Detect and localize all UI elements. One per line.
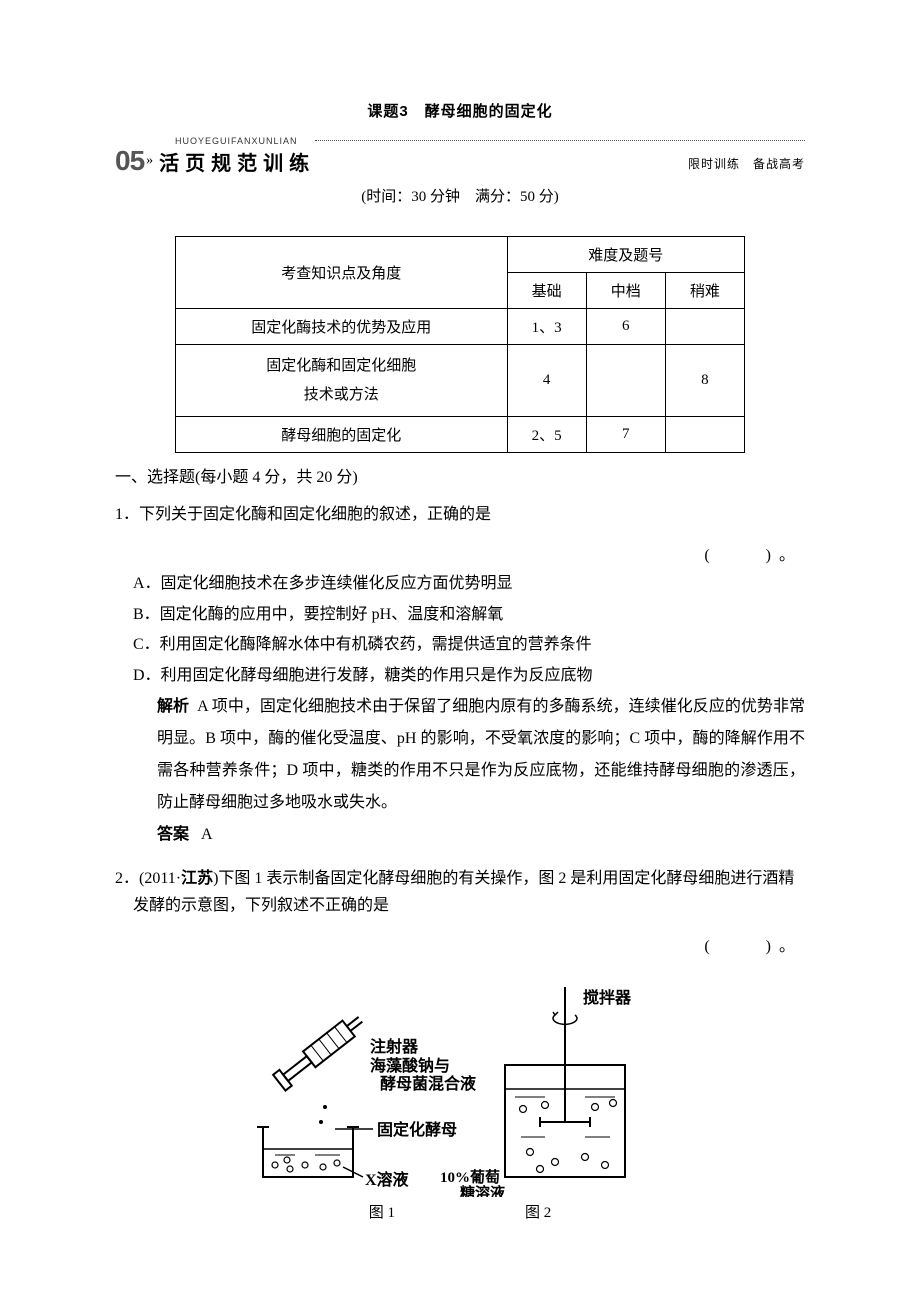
q2-blank: ( )。 (115, 933, 805, 960)
header-dotted-line (315, 140, 805, 141)
table-cell (665, 417, 744, 453)
glucose-label-2: 糖溶液 (460, 1184, 506, 1197)
timing-info: (时间：30 分钟 满分：50 分) (115, 185, 805, 206)
table-cell (665, 309, 744, 345)
stirrer-icon (540, 987, 590, 1127)
table-cell: 8 (665, 345, 744, 417)
header-right-subtitle: 限时训练 备战高考 (688, 155, 805, 172)
explain-label: 解析 (157, 698, 189, 715)
beaker-icon (257, 1127, 359, 1177)
knowledge-table: 考查知识点及角度 难度及题号 基础 中档 稍难 固定化酶技术的优势及应用 1、3… (175, 236, 745, 453)
fig1-caption: 图 1 (369, 1201, 395, 1222)
diagram-container: 注射器 海藻酸钠与 酵母菌混合液 固定化酵母 X溶液 搅拌器 (245, 977, 675, 1222)
lesson-title: 课题3 酵母细胞的固定化 (115, 100, 805, 121)
table-cell: 固定化酶和固定化细胞技术或方法 (176, 345, 508, 417)
header-arrow-icon: » (146, 153, 153, 169)
answer-label: 答案 (157, 826, 189, 843)
q1-explanation: 解析A 项中，固定化细胞技术由于保留了细胞内原有的多酶系统，连续催化反应的优势非… (115, 691, 805, 819)
syringe-icon (273, 1011, 366, 1090)
table-header-topic: 考查知识点及角度 (176, 237, 508, 309)
q1-stem: 1．下列关于固定化酶和固定化细胞的叙述，正确的是 (115, 501, 805, 528)
experiment-diagram: 注射器 海藻酸钠与 酵母菌混合液 固定化酵母 X溶液 搅拌器 (245, 977, 675, 1197)
table-row: 酵母细胞的固定化 2、5 7 (176, 417, 745, 453)
mix-label-2: 酵母菌混合液 (380, 1074, 477, 1093)
q2-stem-part1: 2．(2011· (115, 870, 181, 887)
mix-label-1: 海藻酸钠与 (370, 1056, 450, 1075)
table-cell: 4 (507, 345, 586, 417)
table-cell: 7 (586, 417, 665, 453)
glucose-label-1: 10%葡萄 (440, 1168, 500, 1186)
table-cell: 酵母细胞的固定化 (176, 417, 508, 453)
q1-blank: ( )。 (115, 542, 805, 569)
yeast-label: 固定化酵母 (377, 1120, 457, 1139)
table-subheader-hard: 稍难 (665, 273, 744, 309)
stirrer-label: 搅拌器 (583, 988, 632, 1007)
answer-value: A (201, 826, 213, 843)
q1-answer: 答案 A (115, 819, 805, 851)
table-row: 固定化酶技术的优势及应用 1、3 6 (176, 309, 745, 345)
table-row: 固定化酶和固定化细胞技术或方法 4 8 (176, 345, 745, 417)
header-number: 05 (115, 145, 144, 177)
explain-text: A 项中，固定化细胞技术由于保留了细胞内原有的多酶系统，连续催化反应的优势非常明… (157, 698, 805, 811)
table-cell: 2、5 (507, 417, 586, 453)
q1-option-b: B．固定化酶的应用中，要控制好 pH、温度和溶解氧 (115, 600, 805, 630)
section-heading: 一、选择题(每小题 4 分，共 20 分) (115, 463, 805, 487)
table-subheader-basic: 基础 (507, 273, 586, 309)
table-cell: 1、3 (507, 309, 586, 345)
table-header-difficulty: 难度及题号 (507, 237, 744, 273)
xsolution-label: X溶液 (365, 1170, 410, 1189)
table-cell: 6 (586, 309, 665, 345)
q2-stem-bold: 江苏 (181, 870, 213, 887)
q1-option-c: C．利用固定化酶降解水体中有机磷农药，需提供适宜的营养条件 (115, 630, 805, 660)
syringe-label: 注射器 (370, 1037, 419, 1056)
fig2-caption: 图 2 (525, 1201, 551, 1222)
header-main-title: 活页规范训练 (159, 147, 315, 176)
table-subheader-mid: 中档 (586, 273, 665, 309)
q1-option-a: A．固定化细胞技术在多步连续催化反应方面优势明显 (115, 569, 805, 599)
q2-stem: 2．(2011·江苏)下图 1 表示制备固定化酵母细胞的有关操作，图 2 是利用… (115, 865, 805, 919)
table-cell (586, 345, 665, 417)
q1-option-d: D．利用固定化酵母细胞进行发酵，糖类的作用只是作为反应底物 (115, 661, 805, 691)
header-pinyin: HUOYEGUIFANXUNLIAN (175, 136, 298, 146)
table-cell: 固定化酶技术的优势及应用 (176, 309, 508, 345)
section-header: 05 » HUOYEGUIFANXUNLIAN 活页规范训练 限时训练 备战高考 (115, 145, 805, 177)
q2-stem-part2: )下图 1 表示制备固定化酵母细胞的有关操作，图 2 是利用固定化酵母细胞进行酒… (133, 870, 794, 914)
